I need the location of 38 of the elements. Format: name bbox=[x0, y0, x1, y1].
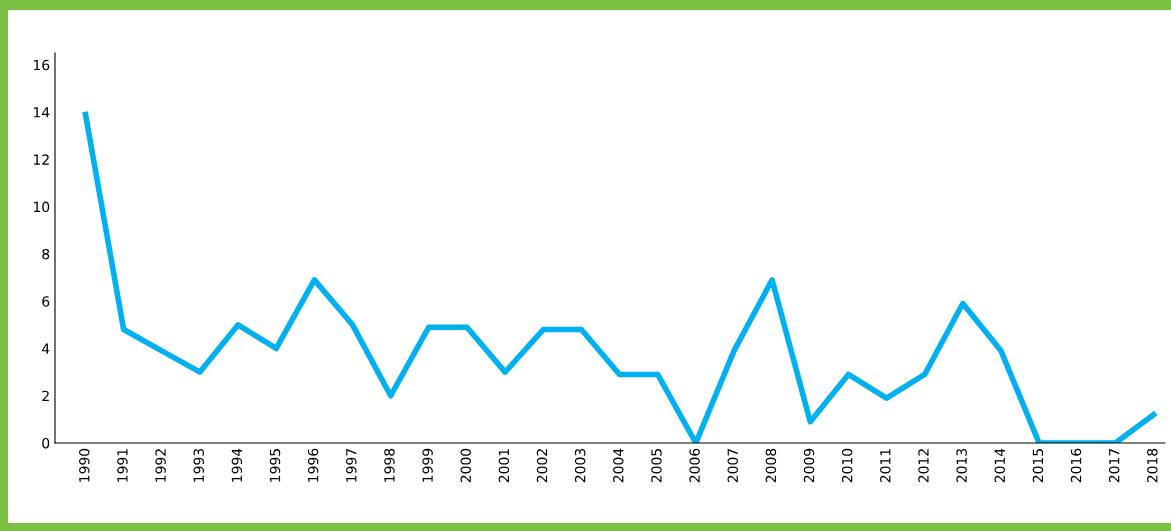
y-tick-label: 10 bbox=[33, 201, 50, 213]
x-tick-label: 2001 bbox=[498, 449, 510, 483]
x-tick-label: 2007 bbox=[727, 449, 738, 483]
x-tick-label: 1993 bbox=[193, 448, 204, 482]
y-tick-label: 2 bbox=[42, 390, 49, 401]
y-tick-label: 0 bbox=[42, 437, 50, 449]
x-tick-label: 2003 bbox=[574, 448, 586, 483]
x-tick-label: 2017 bbox=[1108, 449, 1120, 483]
x-tick-label: 1998 bbox=[384, 448, 395, 482]
y-tick-label: 12 bbox=[33, 154, 49, 165]
x-tick-label: 2010 bbox=[841, 448, 853, 483]
x-tick-label: 1992 bbox=[155, 449, 166, 482]
x-tick-label: 1990 bbox=[79, 448, 90, 482]
x-tick-label: 1996 bbox=[307, 448, 319, 482]
x-tick-label: 1999 bbox=[422, 448, 433, 482]
x-tick-label: 2018 bbox=[1147, 448, 1158, 483]
x-tick-label: 2015 bbox=[1032, 449, 1044, 483]
x-tick-label: 2013 bbox=[956, 448, 967, 483]
y-tick-label: 16 bbox=[33, 59, 50, 71]
x-tick-label: 2000 bbox=[460, 448, 471, 483]
y-tick-label: 6 bbox=[42, 296, 50, 307]
x-tick-label: 2016 bbox=[1070, 448, 1082, 483]
x-tick-label: 2011 bbox=[880, 449, 891, 483]
x-tick-label: 2008 bbox=[765, 448, 777, 483]
x-tick-label: 2004 bbox=[613, 448, 624, 483]
x-tick-label: 2006 bbox=[689, 448, 700, 483]
x-tick-label: 1995 bbox=[269, 449, 281, 482]
x-tick-label: 1997 bbox=[346, 449, 357, 482]
x-tick-label: 2012 bbox=[918, 449, 929, 483]
x-tick-label: 2005 bbox=[651, 449, 662, 483]
x-tick-label: 1994 bbox=[231, 448, 243, 482]
x-tick-label: 2014 bbox=[994, 448, 1006, 483]
x-tick-label: 2009 bbox=[803, 448, 815, 483]
y-tick-label: 4 bbox=[41, 343, 50, 354]
y-tick-label: 14 bbox=[33, 107, 50, 118]
x-tick-label: 2002 bbox=[536, 449, 548, 483]
y-tick-label: 8 bbox=[42, 248, 50, 260]
x-tick-label: 1991 bbox=[117, 449, 128, 482]
